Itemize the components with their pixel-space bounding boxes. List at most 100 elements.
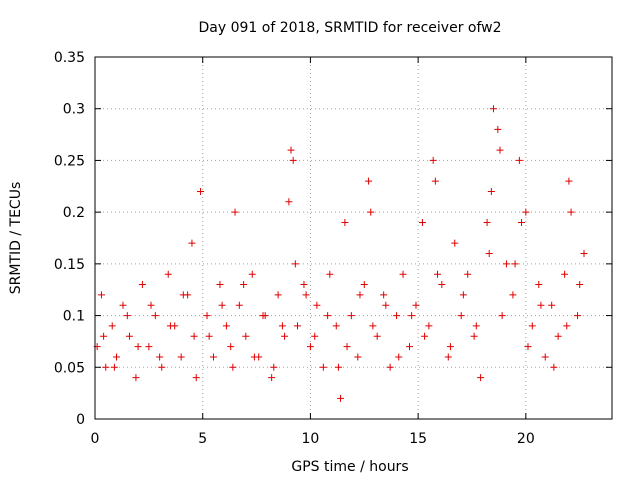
data-point xyxy=(306,343,314,351)
data-point xyxy=(550,363,558,371)
data-point xyxy=(496,146,504,154)
data-point xyxy=(541,353,549,361)
y-tick-label: 0.15 xyxy=(54,257,85,273)
data-point xyxy=(113,353,121,361)
data-point xyxy=(470,332,478,340)
data-point xyxy=(472,322,480,330)
data-point xyxy=(242,332,250,340)
data-point xyxy=(434,270,442,278)
data-point xyxy=(502,260,510,268)
data-point xyxy=(337,394,345,402)
data-point xyxy=(123,312,131,320)
data-point xyxy=(515,156,523,164)
data-point xyxy=(574,312,582,320)
data-point xyxy=(177,353,185,361)
data-point xyxy=(563,322,571,330)
data-point xyxy=(287,146,295,154)
data-point xyxy=(518,218,526,226)
y-tick-label: 0.1 xyxy=(63,309,85,325)
data-point xyxy=(431,177,439,185)
data-point xyxy=(222,322,230,330)
data-point xyxy=(240,281,248,289)
plot-frame xyxy=(94,56,613,420)
data-point xyxy=(216,281,224,289)
data-point xyxy=(197,187,205,195)
y-tick-label: 0.05 xyxy=(54,360,85,376)
data-point xyxy=(132,374,140,382)
y-axis-label: SRMTID / TECUs xyxy=(8,182,24,295)
data-point xyxy=(156,353,164,361)
data-point xyxy=(270,363,278,371)
data-point xyxy=(268,374,276,382)
data-point xyxy=(100,332,108,340)
x-tick-label: 10 xyxy=(302,431,320,447)
data-point xyxy=(535,281,543,289)
data-point xyxy=(367,208,375,216)
x-tick-label: 15 xyxy=(409,431,427,447)
data-point xyxy=(483,218,491,226)
x-tick-label: 20 xyxy=(517,431,535,447)
data-point xyxy=(102,363,110,371)
data-point xyxy=(151,312,159,320)
data-point xyxy=(164,270,172,278)
y-tick-label: 0.3 xyxy=(63,102,85,118)
axis-ticks xyxy=(94,56,612,420)
data-point xyxy=(227,343,235,351)
data-point xyxy=(97,291,105,299)
data-point xyxy=(125,332,133,340)
data-point xyxy=(356,291,364,299)
y-tick-label: 0.35 xyxy=(54,50,85,66)
data-point xyxy=(192,374,200,382)
data-point xyxy=(332,322,340,330)
data-point xyxy=(108,322,116,330)
data-point xyxy=(399,270,407,278)
data-point xyxy=(528,322,536,330)
data-point xyxy=(487,187,495,195)
data-point xyxy=(509,291,517,299)
data-point xyxy=(477,374,485,382)
data-point xyxy=(158,363,166,371)
data-point xyxy=(235,301,243,309)
data-point xyxy=(313,301,321,309)
data-point xyxy=(119,301,127,309)
data-point xyxy=(464,270,472,278)
data-points xyxy=(93,105,588,402)
y-tick-label: 0.25 xyxy=(54,153,85,169)
data-point xyxy=(347,312,355,320)
data-point xyxy=(457,312,465,320)
data-point xyxy=(524,343,532,351)
data-point xyxy=(406,343,414,351)
data-point xyxy=(567,208,575,216)
data-point xyxy=(250,353,258,361)
data-point xyxy=(311,332,319,340)
data-point xyxy=(373,332,381,340)
data-point xyxy=(289,156,297,164)
data-point xyxy=(166,322,174,330)
data-point xyxy=(380,291,388,299)
data-point xyxy=(259,312,267,320)
data-point xyxy=(281,332,289,340)
data-point xyxy=(334,363,342,371)
data-point xyxy=(490,105,498,113)
data-point xyxy=(412,301,420,309)
data-point xyxy=(360,281,368,289)
data-point xyxy=(451,239,459,247)
data-point xyxy=(145,343,153,351)
data-point xyxy=(485,250,493,258)
data-point xyxy=(494,125,502,133)
data-point xyxy=(444,353,452,361)
data-point xyxy=(418,218,426,226)
data-point xyxy=(395,353,403,361)
data-point xyxy=(302,291,310,299)
data-point xyxy=(179,291,187,299)
y-tick-label: 0.2 xyxy=(63,205,85,221)
data-point xyxy=(231,208,239,216)
data-point xyxy=(209,353,217,361)
y-tick-label: 0 xyxy=(76,412,85,428)
data-point xyxy=(188,239,196,247)
data-point xyxy=(341,218,349,226)
data-point xyxy=(425,322,433,330)
data-point xyxy=(382,301,390,309)
data-point xyxy=(229,363,237,371)
